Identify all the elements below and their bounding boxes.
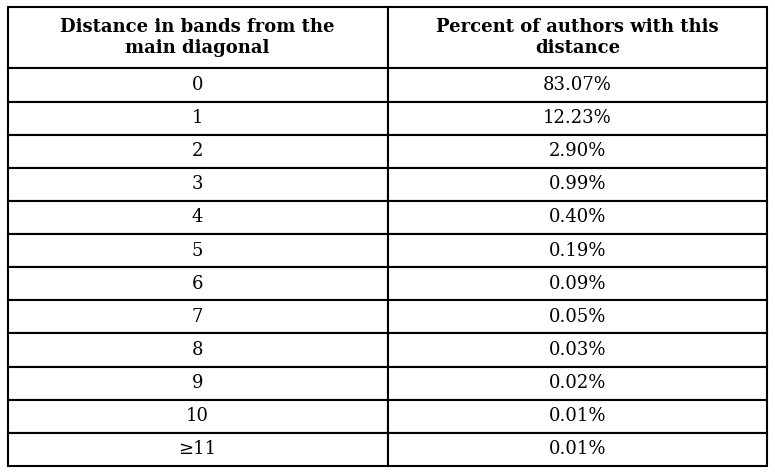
Bar	[388, 300, 767, 333]
Bar	[8, 168, 388, 201]
Text: 10: 10	[186, 407, 209, 425]
Text: 0.99%: 0.99%	[549, 175, 606, 193]
Bar	[388, 69, 767, 102]
Bar	[8, 300, 388, 333]
Bar	[388, 135, 767, 168]
Bar	[8, 135, 388, 168]
Text: 2.90%: 2.90%	[549, 142, 606, 160]
Text: 0.05%: 0.05%	[549, 308, 606, 326]
Bar	[8, 69, 388, 102]
Bar	[8, 333, 388, 367]
Text: 12.23%: 12.23%	[543, 109, 611, 127]
Bar	[388, 201, 767, 234]
Bar	[388, 168, 767, 201]
Text: ≥11: ≥11	[178, 440, 217, 458]
Text: Distance in bands from the
main diagonal: Distance in bands from the main diagonal	[60, 18, 335, 57]
Bar	[8, 400, 388, 433]
Text: 0: 0	[192, 76, 203, 94]
Bar	[8, 234, 388, 267]
Text: 5: 5	[192, 242, 203, 260]
Text: 1: 1	[192, 109, 203, 127]
Bar	[388, 234, 767, 267]
Bar	[8, 102, 388, 135]
Bar	[388, 333, 767, 367]
Bar	[8, 367, 388, 400]
Text: 83.07%: 83.07%	[543, 76, 611, 94]
Bar	[388, 433, 767, 466]
Bar	[8, 7, 388, 69]
Text: 0.01%: 0.01%	[549, 440, 606, 458]
Text: 0.02%: 0.02%	[549, 374, 606, 392]
Text: 6: 6	[192, 275, 203, 293]
Text: 7: 7	[192, 308, 203, 326]
Bar	[388, 367, 767, 400]
Bar	[388, 400, 767, 433]
Text: 0.19%: 0.19%	[549, 242, 606, 260]
Text: Percent of authors with this
distance: Percent of authors with this distance	[436, 18, 718, 57]
Text: 0.01%: 0.01%	[549, 407, 606, 425]
Bar	[8, 433, 388, 466]
Bar	[388, 102, 767, 135]
Text: 4: 4	[192, 209, 203, 227]
Text: 2: 2	[192, 142, 203, 160]
Text: 0.40%: 0.40%	[549, 209, 606, 227]
Text: 8: 8	[192, 341, 203, 359]
Text: 3: 3	[192, 175, 203, 193]
Bar	[8, 201, 388, 234]
Bar	[388, 7, 767, 69]
Bar	[388, 267, 767, 300]
Bar	[8, 267, 388, 300]
Text: 0.03%: 0.03%	[549, 341, 606, 359]
Text: 9: 9	[192, 374, 203, 392]
Text: 0.09%: 0.09%	[549, 275, 606, 293]
